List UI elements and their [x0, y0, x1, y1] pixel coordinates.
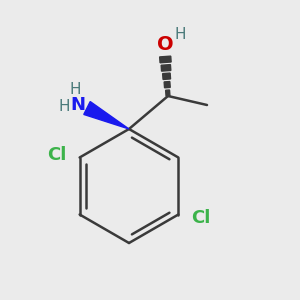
Polygon shape	[84, 102, 129, 129]
Polygon shape	[163, 73, 170, 80]
Polygon shape	[161, 64, 171, 71]
Text: H: H	[174, 27, 186, 42]
Polygon shape	[166, 90, 170, 96]
Text: H: H	[59, 99, 70, 114]
Text: H: H	[69, 82, 81, 98]
Text: N: N	[70, 96, 86, 114]
Text: O: O	[157, 35, 173, 55]
Text: Cl: Cl	[47, 146, 67, 164]
Polygon shape	[160, 56, 171, 63]
Polygon shape	[164, 82, 170, 88]
Text: Cl: Cl	[191, 208, 211, 226]
